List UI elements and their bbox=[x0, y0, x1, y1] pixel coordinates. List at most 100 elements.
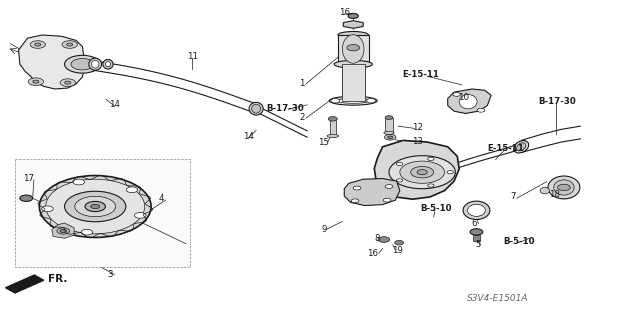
Circle shape bbox=[57, 228, 70, 234]
Text: 15: 15 bbox=[317, 137, 329, 146]
Polygon shape bbox=[344, 179, 400, 205]
Circle shape bbox=[42, 206, 53, 211]
Text: B-17-30: B-17-30 bbox=[266, 104, 304, 113]
Text: 3: 3 bbox=[108, 270, 113, 279]
Ellipse shape bbox=[338, 32, 369, 39]
Polygon shape bbox=[343, 21, 363, 28]
Ellipse shape bbox=[252, 104, 260, 113]
Text: 14: 14 bbox=[243, 132, 254, 141]
Circle shape bbox=[67, 43, 73, 46]
Circle shape bbox=[348, 13, 358, 19]
Circle shape bbox=[428, 157, 434, 160]
Circle shape bbox=[353, 186, 361, 190]
Text: B-17-30: B-17-30 bbox=[539, 97, 577, 106]
Circle shape bbox=[378, 237, 390, 242]
Ellipse shape bbox=[463, 201, 490, 219]
Polygon shape bbox=[19, 35, 85, 89]
Circle shape bbox=[30, 41, 45, 48]
Circle shape bbox=[33, 80, 39, 83]
Circle shape bbox=[395, 241, 404, 245]
Text: E-15-11: E-15-11 bbox=[403, 70, 439, 79]
Text: 10: 10 bbox=[458, 93, 469, 102]
Text: S3V4-E1501A: S3V4-E1501A bbox=[467, 294, 529, 303]
Circle shape bbox=[126, 187, 138, 193]
Ellipse shape bbox=[460, 94, 477, 109]
Circle shape bbox=[73, 179, 84, 185]
Text: FR.: FR. bbox=[49, 274, 68, 284]
Circle shape bbox=[477, 108, 484, 112]
Text: 6: 6 bbox=[472, 219, 477, 227]
Circle shape bbox=[428, 184, 434, 187]
Circle shape bbox=[331, 99, 340, 103]
Circle shape bbox=[328, 117, 337, 121]
Circle shape bbox=[385, 134, 396, 140]
Text: E-15-11: E-15-11 bbox=[487, 144, 524, 153]
Circle shape bbox=[60, 229, 67, 233]
Ellipse shape bbox=[516, 143, 525, 151]
Ellipse shape bbox=[39, 175, 151, 237]
Text: 9: 9 bbox=[321, 225, 326, 234]
Circle shape bbox=[367, 99, 376, 103]
Circle shape bbox=[351, 199, 359, 203]
Text: 2: 2 bbox=[300, 113, 305, 122]
Ellipse shape bbox=[514, 141, 529, 153]
Ellipse shape bbox=[106, 62, 111, 67]
Ellipse shape bbox=[540, 188, 550, 194]
Polygon shape bbox=[448, 89, 491, 114]
Ellipse shape bbox=[337, 98, 369, 103]
Circle shape bbox=[20, 195, 33, 201]
Circle shape bbox=[385, 116, 393, 120]
Text: 7: 7 bbox=[510, 192, 516, 202]
Ellipse shape bbox=[89, 58, 102, 70]
Circle shape bbox=[411, 167, 434, 178]
Bar bbox=[338, 35, 369, 65]
Circle shape bbox=[347, 45, 360, 51]
Polygon shape bbox=[52, 223, 74, 238]
Text: 17: 17 bbox=[23, 174, 35, 183]
Circle shape bbox=[62, 41, 77, 48]
Ellipse shape bbox=[467, 204, 485, 216]
Circle shape bbox=[417, 170, 428, 175]
Text: 8: 8 bbox=[375, 234, 380, 243]
Circle shape bbox=[396, 179, 403, 182]
Circle shape bbox=[81, 229, 93, 235]
Ellipse shape bbox=[45, 179, 145, 234]
Text: 5: 5 bbox=[476, 240, 481, 249]
Ellipse shape bbox=[342, 35, 364, 63]
Circle shape bbox=[383, 198, 391, 202]
Text: 13: 13 bbox=[412, 137, 422, 146]
Text: B-5-10: B-5-10 bbox=[504, 237, 535, 246]
Text: 1: 1 bbox=[300, 79, 305, 88]
Circle shape bbox=[396, 162, 403, 166]
Ellipse shape bbox=[334, 60, 372, 68]
Bar bbox=[330, 119, 336, 136]
Ellipse shape bbox=[384, 131, 394, 134]
Circle shape bbox=[91, 204, 100, 209]
Circle shape bbox=[134, 212, 146, 218]
Ellipse shape bbox=[249, 102, 263, 115]
Text: 16: 16 bbox=[339, 8, 350, 17]
Bar bbox=[342, 64, 365, 101]
Text: B-5-10: B-5-10 bbox=[420, 204, 452, 213]
Text: 14: 14 bbox=[109, 100, 120, 109]
Circle shape bbox=[71, 58, 94, 70]
Circle shape bbox=[85, 201, 106, 211]
Circle shape bbox=[388, 136, 393, 138]
Ellipse shape bbox=[329, 96, 377, 105]
Text: 11: 11 bbox=[187, 52, 198, 61]
Ellipse shape bbox=[554, 180, 574, 195]
Text: 18: 18 bbox=[550, 190, 561, 199]
Text: 19: 19 bbox=[392, 246, 403, 255]
Ellipse shape bbox=[92, 60, 99, 68]
Ellipse shape bbox=[327, 134, 339, 137]
Text: 16: 16 bbox=[367, 249, 378, 258]
Circle shape bbox=[65, 55, 100, 73]
Text: 4: 4 bbox=[159, 194, 164, 203]
Circle shape bbox=[400, 161, 445, 183]
Ellipse shape bbox=[103, 59, 113, 69]
FancyArrow shape bbox=[6, 275, 44, 293]
Polygon shape bbox=[374, 140, 460, 199]
Circle shape bbox=[447, 171, 454, 174]
Text: 12: 12 bbox=[412, 122, 422, 132]
Circle shape bbox=[35, 43, 41, 46]
